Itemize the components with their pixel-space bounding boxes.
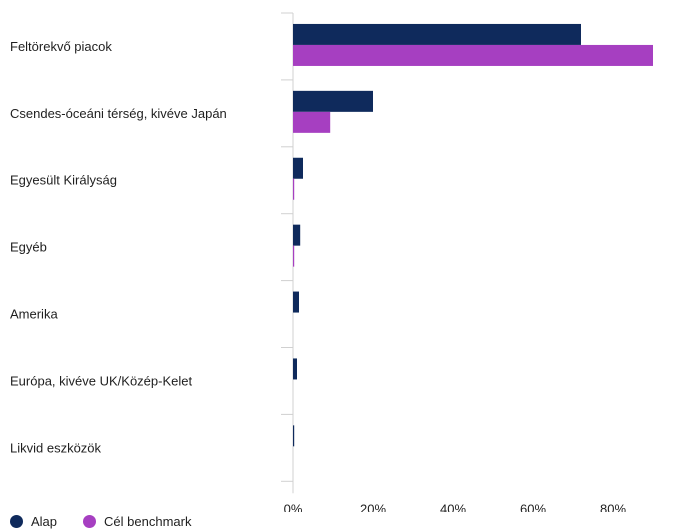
category-label: Feltörekvő piacok xyxy=(10,39,112,54)
bar-alap-likvid-eszkozok[interactable] xyxy=(293,425,295,447)
x-tick-label: 0% xyxy=(284,501,303,512)
category-labels: Feltörekvő piacok Csendes-óceáni térség, … xyxy=(10,39,227,455)
legend-label-cel-benchmark: Cél benchmark xyxy=(104,514,192,529)
bar-cel-benchmark-egyesult-kiralysag[interactable] xyxy=(293,178,295,200)
bar-alap-feltorekvo-piacok[interactable] xyxy=(293,23,581,45)
legend-swatch-cel-benchmark xyxy=(83,515,97,528)
category-label: Egyéb xyxy=(10,240,47,255)
bar-alap-europa-kiveve-uk-kozep-kelet[interactable] xyxy=(293,358,297,380)
bar-alap-egyeb[interactable] xyxy=(293,224,301,246)
bars xyxy=(293,23,653,447)
legend-swatch-alap xyxy=(10,515,23,528)
bar-cel-benchmark-csendes-oceani-terseg-kiveve-japan[interactable] xyxy=(293,111,331,133)
legend-item-alap[interactable]: Alap xyxy=(10,514,57,529)
category-separators xyxy=(281,12,294,494)
x-tick-label: 40% xyxy=(440,501,466,512)
bar-alap-egyesult-kiralysag[interactable] xyxy=(293,157,303,179)
bar-cel-benchmark-egyeb[interactable] xyxy=(293,245,295,267)
category-label: Likvid eszközök xyxy=(10,440,102,455)
category-label: Amerika xyxy=(10,306,58,321)
bar-alap-amerika[interactable] xyxy=(293,291,299,313)
bar-cel-benchmark-feltorekvo-piacok[interactable] xyxy=(293,44,653,66)
legend: Alap Cél benchmark xyxy=(10,514,191,529)
category-label: Csendes-óceáni térség, kivéve Japán xyxy=(10,106,227,121)
x-tick-label: 20% xyxy=(360,501,386,512)
bar-chart: Feltörekvő piacok Csendes-óceáni térség, … xyxy=(10,12,653,512)
category-label: Egyesült Királyság xyxy=(10,173,117,188)
legend-item-cel-benchmark[interactable]: Cél benchmark xyxy=(83,514,191,529)
category-label: Európa, kivéve UK/Közép-Kelet xyxy=(10,373,192,388)
bar-alap-csendes-oceani-terseg-kiveve-japan[interactable] xyxy=(293,90,373,112)
legend-label-alap: Alap xyxy=(31,514,58,529)
x-tick-label: 80% xyxy=(600,501,626,512)
x-tick-label: 60% xyxy=(520,501,546,512)
x-axis-ticks: 0% 20% 40% 60% 80% xyxy=(284,501,627,512)
